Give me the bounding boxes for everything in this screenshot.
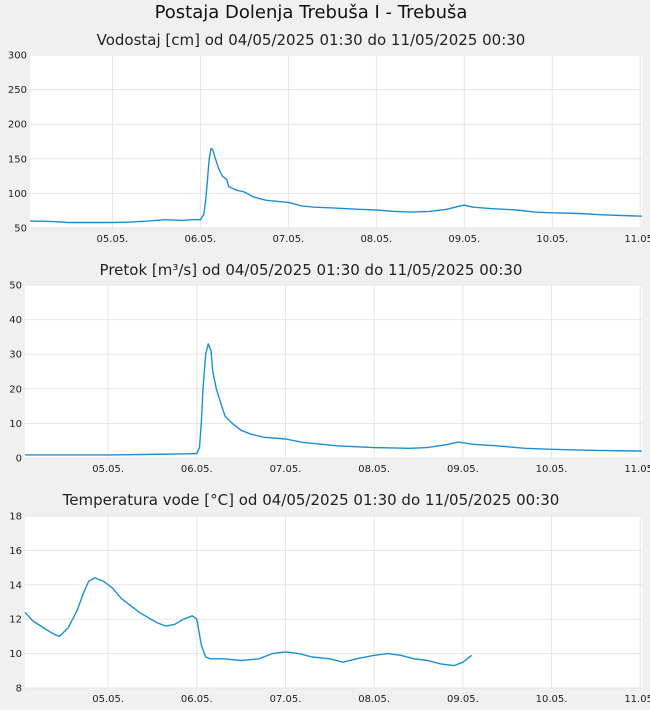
series-line (29, 147, 643, 224)
x-tick-label: 07.05. (270, 464, 302, 475)
y-tick-label: 10 (9, 419, 22, 430)
y-tick-label: 18 (9, 512, 22, 523)
series-line (25, 343, 643, 456)
y-tick-label: 30 (9, 350, 22, 361)
y-tick-label: 100 (8, 189, 27, 200)
water-temperature-chart-title: Temperatura vode [°C] od 04/05/2025 01:3… (62, 491, 560, 509)
x-tick-label: 11.05. (624, 234, 650, 245)
x-tick-label: 08.05. (358, 694, 390, 705)
x-tick-label: 10.05. (536, 464, 568, 475)
water-level-chart: Vodostaj [cm] od 04/05/2025 01:30 do 11/… (0, 28, 650, 250)
water-level-chart-svg: 50 100 150 200 250 300 05.05. 06.05. 07.05. 08.05… (8, 51, 650, 246)
plot-area (25, 516, 642, 688)
x-tick-label: 07.05. (270, 694, 302, 705)
x-tick-label: 06.05. (185, 234, 217, 245)
discharge-chart-svg: 0 10 20 30 40 50 05.05. 06.05. 07.05. 08.05. 09.05… (9, 281, 650, 476)
y-tick-label: 0 (16, 454, 22, 465)
y-tick-label: 300 (8, 51, 27, 62)
x-tick-label: 05.05. (92, 464, 124, 475)
x-tick-label: 10.05. (536, 694, 568, 705)
x-tick-label: 07.05. (272, 234, 304, 245)
water-temperature-chart: Temperatura vode [°C] od 04/05/2025 01:3… (0, 489, 650, 710)
water-level-chart-title: Vodostaj [cm] od 04/05/2025 01:30 do 11/… (96, 31, 526, 49)
x-tick-label: 11.05. (624, 694, 650, 705)
x-tick-label: 06.05. (181, 464, 213, 475)
x-tick-label: 08.05. (358, 464, 390, 475)
y-tick-label: 50 (14, 224, 27, 235)
discharge-chart: Pretok [m³/s] od 04/05/2025 01:30 do 11/… (0, 259, 650, 481)
x-tick-label: 09.05. (448, 234, 480, 245)
plot-area (30, 55, 642, 228)
x-tick-label: 05.05. (97, 234, 129, 245)
x-tick-label: 10.05. (536, 234, 568, 245)
y-tick-label: 50 (9, 281, 22, 292)
y-tick-label: 200 (8, 120, 27, 131)
x-tick-label: 09.05. (447, 464, 479, 475)
y-tick-label: 16 (9, 546, 22, 557)
x-tick-label: 08.05. (360, 234, 392, 245)
y-tick-label: 20 (9, 384, 22, 395)
y-tick-label: 40 (9, 315, 22, 326)
y-tick-label: 14 (9, 580, 22, 591)
plot-area (25, 285, 642, 458)
y-tick-label: 12 (9, 615, 22, 626)
y-tick-label: 150 (8, 154, 27, 165)
page-title: Postaja Dolenja Trebuša I - Trebuša (154, 2, 468, 23)
y-tick-label: 10 (9, 649, 22, 660)
series-line (24, 577, 473, 667)
y-tick-label: 8 (16, 684, 22, 695)
water-temperature-chart-svg: 8 10 12 14 16 18 05.05. 06.05. 07.05. 08.05. 09.05… (9, 512, 650, 706)
x-tick-label: 11.05. (624, 464, 650, 475)
x-tick-label: 06.05. (181, 694, 213, 705)
x-tick-label: 05.05. (92, 694, 124, 705)
x-tick-label: 09.05. (447, 694, 479, 705)
discharge-chart-title: Pretok [m³/s] od 04/05/2025 01:30 do 11/… (99, 261, 523, 279)
y-tick-label: 250 (8, 85, 27, 96)
